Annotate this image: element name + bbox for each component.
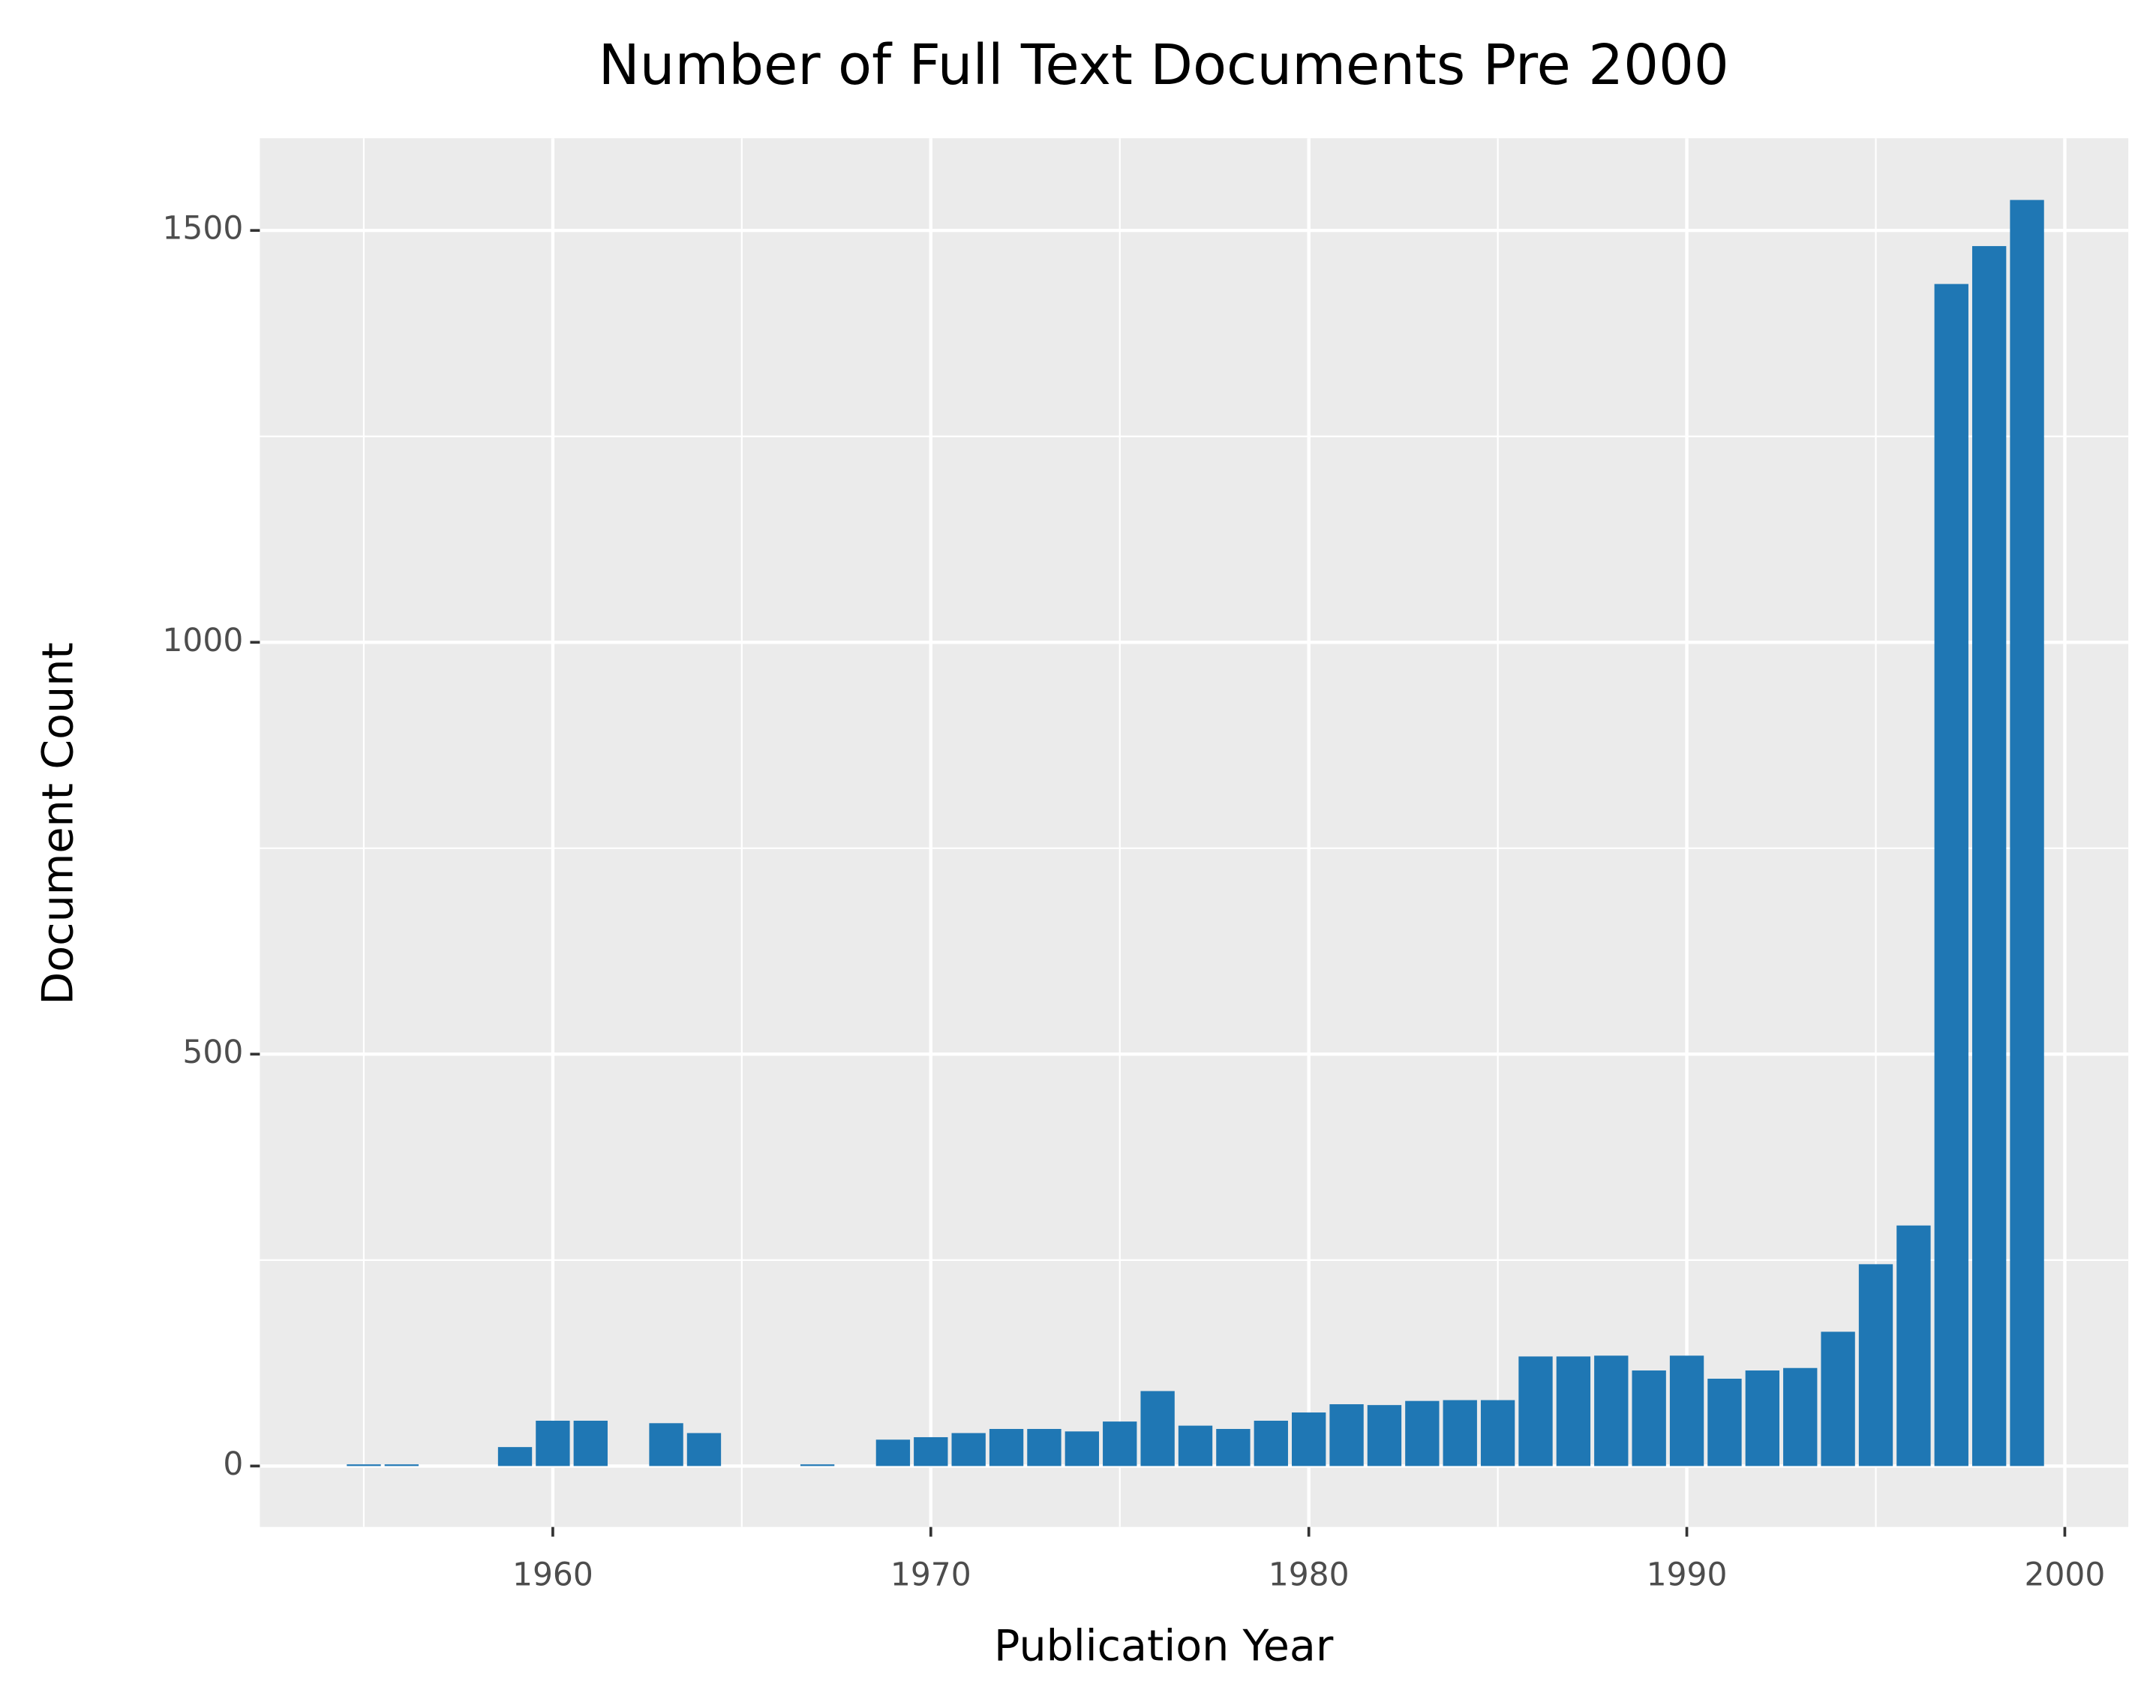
bar <box>1329 1404 1364 1466</box>
bar <box>384 1464 419 1466</box>
x-tick-label: 1980 <box>1269 1556 1350 1592</box>
bar <box>1896 1225 1931 1466</box>
bar <box>914 1436 948 1466</box>
bar <box>989 1428 1024 1466</box>
bar <box>1783 1367 1818 1466</box>
bar <box>1405 1400 1440 1466</box>
bar <box>1632 1370 1666 1466</box>
y-tick-label: 500 <box>182 1034 243 1070</box>
bar <box>951 1433 986 1466</box>
bar <box>800 1464 835 1466</box>
x-axis-title: Publication Year <box>994 1621 1334 1670</box>
bar <box>573 1421 608 1466</box>
bar <box>1216 1428 1251 1466</box>
x-tick-label: 2000 <box>2025 1556 2106 1592</box>
x-tick-label: 1990 <box>1647 1556 1728 1592</box>
bar <box>1443 1400 1477 1466</box>
bar <box>1707 1379 1742 1466</box>
bar <box>1178 1425 1213 1466</box>
bar <box>536 1421 570 1466</box>
bar <box>1064 1431 1100 1466</box>
bar <box>1027 1428 1061 1466</box>
x-tick-label: 1960 <box>512 1556 593 1592</box>
bar <box>1292 1412 1326 1466</box>
chart-title: Number of Full Text Documents Pre 2000 <box>599 34 1729 98</box>
bar <box>1254 1421 1288 1466</box>
bar <box>2010 200 2044 1466</box>
panel <box>260 138 2129 1527</box>
bar <box>649 1423 683 1466</box>
bar <box>1556 1356 1591 1466</box>
x-tick-label: 1970 <box>890 1556 971 1592</box>
bar <box>1821 1331 1855 1466</box>
bar <box>1971 246 2007 1466</box>
y-tick-label: 1000 <box>162 622 243 659</box>
bar <box>1367 1405 1402 1466</box>
bar <box>1934 284 1968 1466</box>
bar <box>347 1464 381 1466</box>
bar <box>1745 1370 1780 1466</box>
y-tick-label: 0 <box>223 1445 243 1482</box>
bar <box>1480 1400 1515 1466</box>
y-tick-label: 1500 <box>162 210 243 247</box>
bar <box>1103 1421 1137 1466</box>
bar <box>1669 1355 1704 1466</box>
bar <box>1518 1356 1553 1466</box>
bar <box>686 1433 722 1466</box>
bar <box>1858 1264 1893 1466</box>
bar <box>875 1439 911 1466</box>
bar <box>1140 1391 1175 1466</box>
y-axis-title: Document Count <box>34 642 83 1005</box>
bar <box>497 1447 533 1466</box>
bar <box>1594 1355 1629 1466</box>
